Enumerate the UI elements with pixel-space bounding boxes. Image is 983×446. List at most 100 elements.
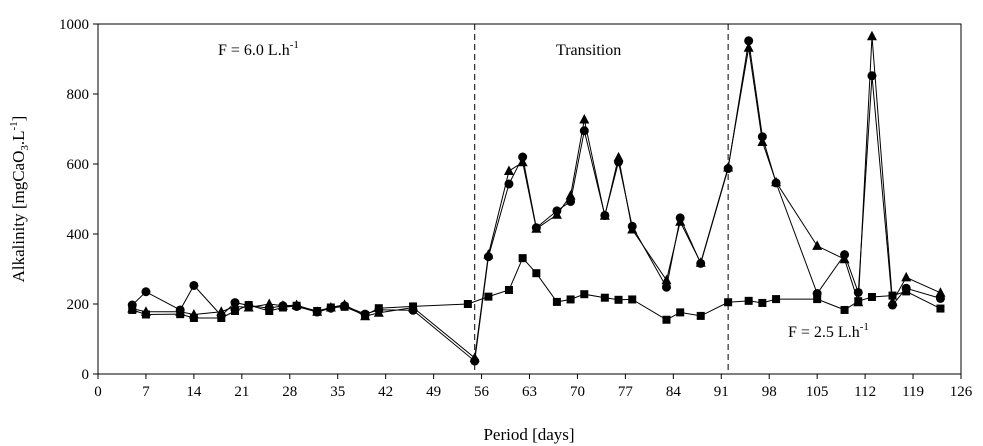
series-triangle-line <box>132 36 941 359</box>
data-point-square <box>292 301 301 310</box>
y-tick-label-400: 400 <box>67 227 90 243</box>
data-point-square <box>840 305 849 314</box>
y-axis-title: Alkalinity [mgCaO3.L-1] <box>8 116 31 283</box>
data-point-square <box>936 304 945 313</box>
y-tick-label-0: 0 <box>82 367 90 383</box>
annotation-transition: Transition <box>556 42 621 59</box>
data-point-square <box>128 305 137 314</box>
data-point-square <box>189 314 198 322</box>
data-point-triangle <box>661 274 672 285</box>
data-point-square <box>600 293 609 302</box>
data-point-square <box>867 293 876 301</box>
x-tick-label-126: 126 <box>950 384 973 400</box>
x-tick-label-63: 63 <box>522 384 537 400</box>
data-point-triangle <box>839 253 850 264</box>
annotation-flow-6: F = 6.0 L.h-1 <box>218 39 299 59</box>
data-point-square <box>361 311 370 320</box>
annotation-flow-2-5: F = 2.5 L.h-1 <box>788 321 869 341</box>
y-tick-label-200: 200 <box>67 297 90 313</box>
data-point-square <box>772 295 781 304</box>
data-point-triangle <box>695 257 706 267</box>
data-point-square <box>724 298 733 307</box>
x-tick-label-91: 91 <box>714 384 729 400</box>
data-point-square <box>463 300 472 308</box>
data-point-square <box>902 287 911 296</box>
data-point-square <box>265 307 274 315</box>
data-point-square <box>580 290 589 299</box>
data-point-square <box>518 254 527 263</box>
data-point-triangle <box>565 190 576 200</box>
data-point-square <box>758 298 767 307</box>
series-layer <box>127 30 946 366</box>
data-point-square <box>374 304 383 313</box>
data-point-square <box>614 295 623 304</box>
data-point-circle <box>867 71 877 81</box>
data-point-circle <box>853 287 863 297</box>
data-point-square <box>552 297 561 306</box>
x-tick-label-28: 28 <box>282 384 297 400</box>
y-tick-label-1000: 1000 <box>59 17 89 33</box>
data-point-triangle <box>517 156 528 167</box>
y-tick-label-800: 800 <box>67 87 90 103</box>
data-point-square <box>744 296 753 305</box>
data-point-triangle <box>866 30 877 41</box>
data-point-square <box>854 297 863 306</box>
x-tick-label-98: 98 <box>762 384 777 400</box>
data-point-triangle <box>675 216 686 226</box>
x-tick-label-0: 0 <box>94 384 102 400</box>
x-tick-label-105: 105 <box>806 384 829 400</box>
x-axis-title: Period [days] <box>483 425 574 444</box>
data-point-square <box>217 314 226 322</box>
x-tick-label-7: 7 <box>142 384 150 400</box>
data-point-square <box>813 295 822 304</box>
data-point-triangle <box>469 352 480 362</box>
data-point-square <box>662 315 671 324</box>
x-tick-label-14: 14 <box>186 384 202 400</box>
data-point-triangle <box>627 223 638 234</box>
data-point-square <box>244 301 253 310</box>
x-tick-label-84: 84 <box>666 384 682 400</box>
x-tick-label-70: 70 <box>570 384 585 400</box>
data-point-triangle <box>551 209 562 219</box>
data-point-square <box>409 302 418 311</box>
x-axis: 0 7 14 21 28 35 42 49 56 63 70 77 84 91 98 105 112 119 126 <box>94 374 973 400</box>
data-point-triangle <box>901 271 912 282</box>
data-point-square <box>888 291 897 300</box>
data-point-triangle <box>743 42 754 52</box>
data-point-triangle <box>216 306 227 316</box>
data-point-triangle <box>613 151 624 162</box>
data-point-square <box>230 307 239 315</box>
data-point-triangle <box>264 298 275 308</box>
data-point-triangle <box>887 296 898 306</box>
x-tick-label-21: 21 <box>234 384 249 400</box>
series-circle-line <box>131 40 941 363</box>
y-axis: 0 200 400 600 800 1000 <box>59 17 98 383</box>
data-point-circle <box>661 282 671 292</box>
data-point-square <box>340 302 349 311</box>
data-point-square <box>326 303 335 312</box>
x-tick-label-42: 42 <box>378 384 393 400</box>
data-point-circle <box>504 179 514 189</box>
phase-divider-lines <box>474 24 729 374</box>
data-point-square <box>628 295 637 304</box>
data-point-circle <box>579 126 589 136</box>
x-tick-label-49: 49 <box>426 384 441 400</box>
data-point-triangle <box>531 223 542 233</box>
x-tick-label-77: 77 <box>618 384 634 400</box>
data-point-triangle <box>723 162 734 172</box>
data-point-circle <box>744 36 754 46</box>
plot-frame <box>97 23 962 375</box>
data-point-square <box>484 292 493 301</box>
data-point-square <box>313 307 322 315</box>
x-tick-label-112: 112 <box>854 384 876 400</box>
data-point-triangle <box>483 249 494 259</box>
data-point-triangle <box>771 176 782 187</box>
data-point-triangle <box>812 240 823 250</box>
data-point-circle <box>141 287 151 297</box>
data-point-square <box>676 308 685 317</box>
x-tick-label-119: 119 <box>902 384 924 400</box>
series-square-line <box>132 257 941 321</box>
data-point-square <box>566 295 575 304</box>
data-point-triangle <box>757 136 768 146</box>
